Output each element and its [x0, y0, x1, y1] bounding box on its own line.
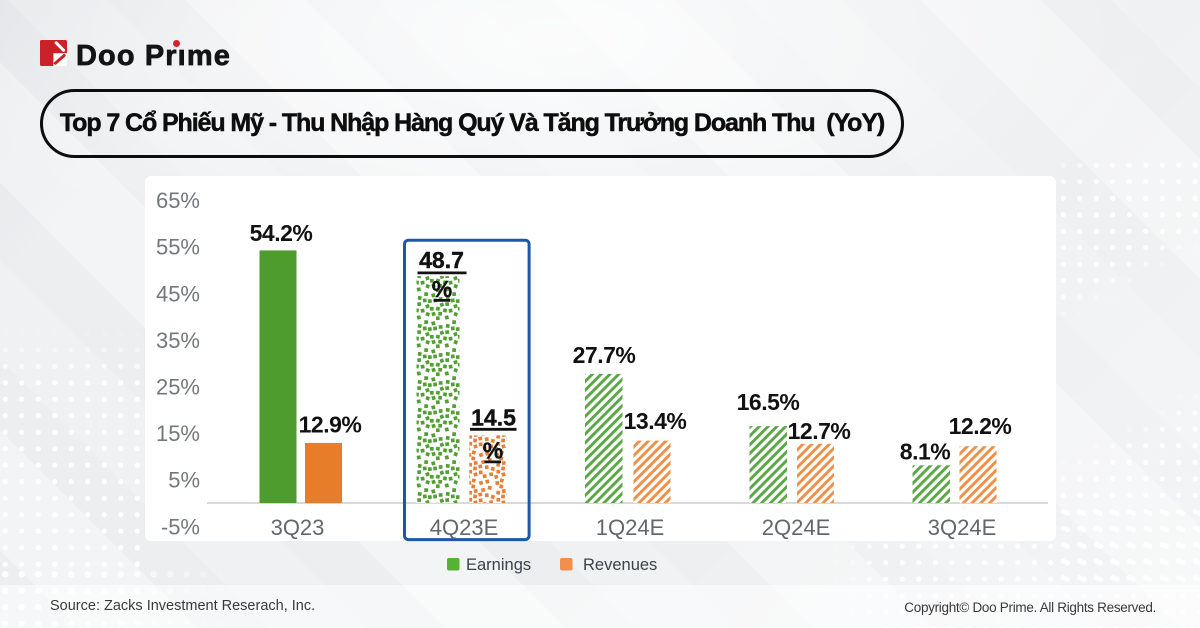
svg-text:14.5: 14.5	[471, 405, 516, 431]
svg-text:%: %	[432, 276, 452, 302]
svg-text:4Q23E: 4Q23E	[430, 515, 499, 540]
svg-text:12.7%: 12.7%	[788, 418, 851, 444]
svg-text:25%: 25%	[156, 375, 200, 400]
svg-text:8.1%: 8.1%	[900, 439, 950, 465]
svg-text:3Q24E: 3Q24E	[928, 515, 997, 540]
svg-text:5%: 5%	[168, 468, 200, 493]
svg-text:1Q24E: 1Q24E	[596, 515, 665, 540]
svg-text:27.7%: 27.7%	[573, 342, 636, 368]
svg-text:12.9%: 12.9%	[299, 412, 362, 438]
svg-text:3Q23: 3Q23	[271, 515, 325, 540]
svg-text:-5%: -5%	[161, 514, 200, 539]
svg-text:35%: 35%	[156, 328, 200, 353]
svg-text:48.7: 48.7	[419, 247, 464, 273]
svg-text:65%: 65%	[156, 188, 200, 213]
svg-text:2Q24E: 2Q24E	[762, 515, 831, 540]
svg-text:15%: 15%	[156, 421, 200, 446]
svg-text:54.2%: 54.2%	[250, 220, 313, 246]
svg-text:55%: 55%	[156, 235, 200, 260]
svg-text:%: %	[483, 438, 503, 464]
svg-text:45%: 45%	[156, 281, 200, 306]
svg-text:Revenues: Revenues	[583, 556, 657, 574]
svg-text:16.5%: 16.5%	[737, 389, 800, 415]
svg-text:12.2%: 12.2%	[949, 413, 1012, 439]
svg-text:13.4%: 13.4%	[624, 408, 687, 434]
svg-text:Earnings: Earnings	[466, 556, 531, 574]
